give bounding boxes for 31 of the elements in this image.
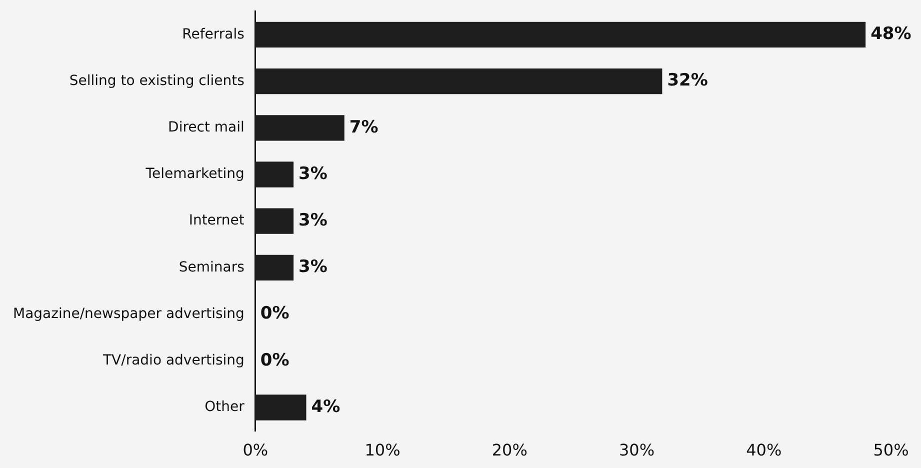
y-tick-label: Telemarketing bbox=[144, 166, 244, 182]
x-tick-label: 50% bbox=[873, 440, 909, 460]
bar bbox=[255, 22, 866, 48]
y-tick-label: Seminars bbox=[178, 259, 244, 276]
data-label: 0% bbox=[260, 350, 290, 370]
data-label: 32% bbox=[667, 70, 708, 91]
data-label: 0% bbox=[260, 304, 290, 324]
x-tick-label: 40% bbox=[746, 440, 782, 460]
x-tick-label: 10% bbox=[364, 440, 400, 460]
bar bbox=[255, 162, 294, 188]
y-tick-label: Direct mail bbox=[168, 120, 244, 136]
bar bbox=[255, 254, 294, 281]
data-label: 3% bbox=[298, 257, 328, 278]
data-label: 48% bbox=[870, 24, 912, 44]
data-label: 3% bbox=[298, 164, 328, 184]
y-tick-label: Internet bbox=[188, 212, 245, 229]
x-tick-label: 20% bbox=[492, 440, 528, 460]
bar bbox=[255, 208, 294, 234]
data-label: 3% bbox=[298, 210, 328, 231]
data-label: 7% bbox=[349, 117, 378, 138]
data-label: 4% bbox=[311, 396, 340, 417]
y-tick-label: TV/radio advertising bbox=[102, 352, 244, 369]
bar bbox=[255, 68, 662, 94]
bar bbox=[255, 394, 306, 420]
x-tick-label: 0% bbox=[242, 440, 268, 460]
bar bbox=[255, 115, 344, 141]
x-tick-label: 30% bbox=[618, 440, 655, 460]
y-tick-label: Magazine/newspaper advertising bbox=[12, 306, 244, 322]
y-tick-label: Other bbox=[204, 399, 245, 416]
y-tick-label: Selling to existing clients bbox=[69, 72, 244, 89]
y-tick-label: Referrals bbox=[182, 26, 244, 42]
